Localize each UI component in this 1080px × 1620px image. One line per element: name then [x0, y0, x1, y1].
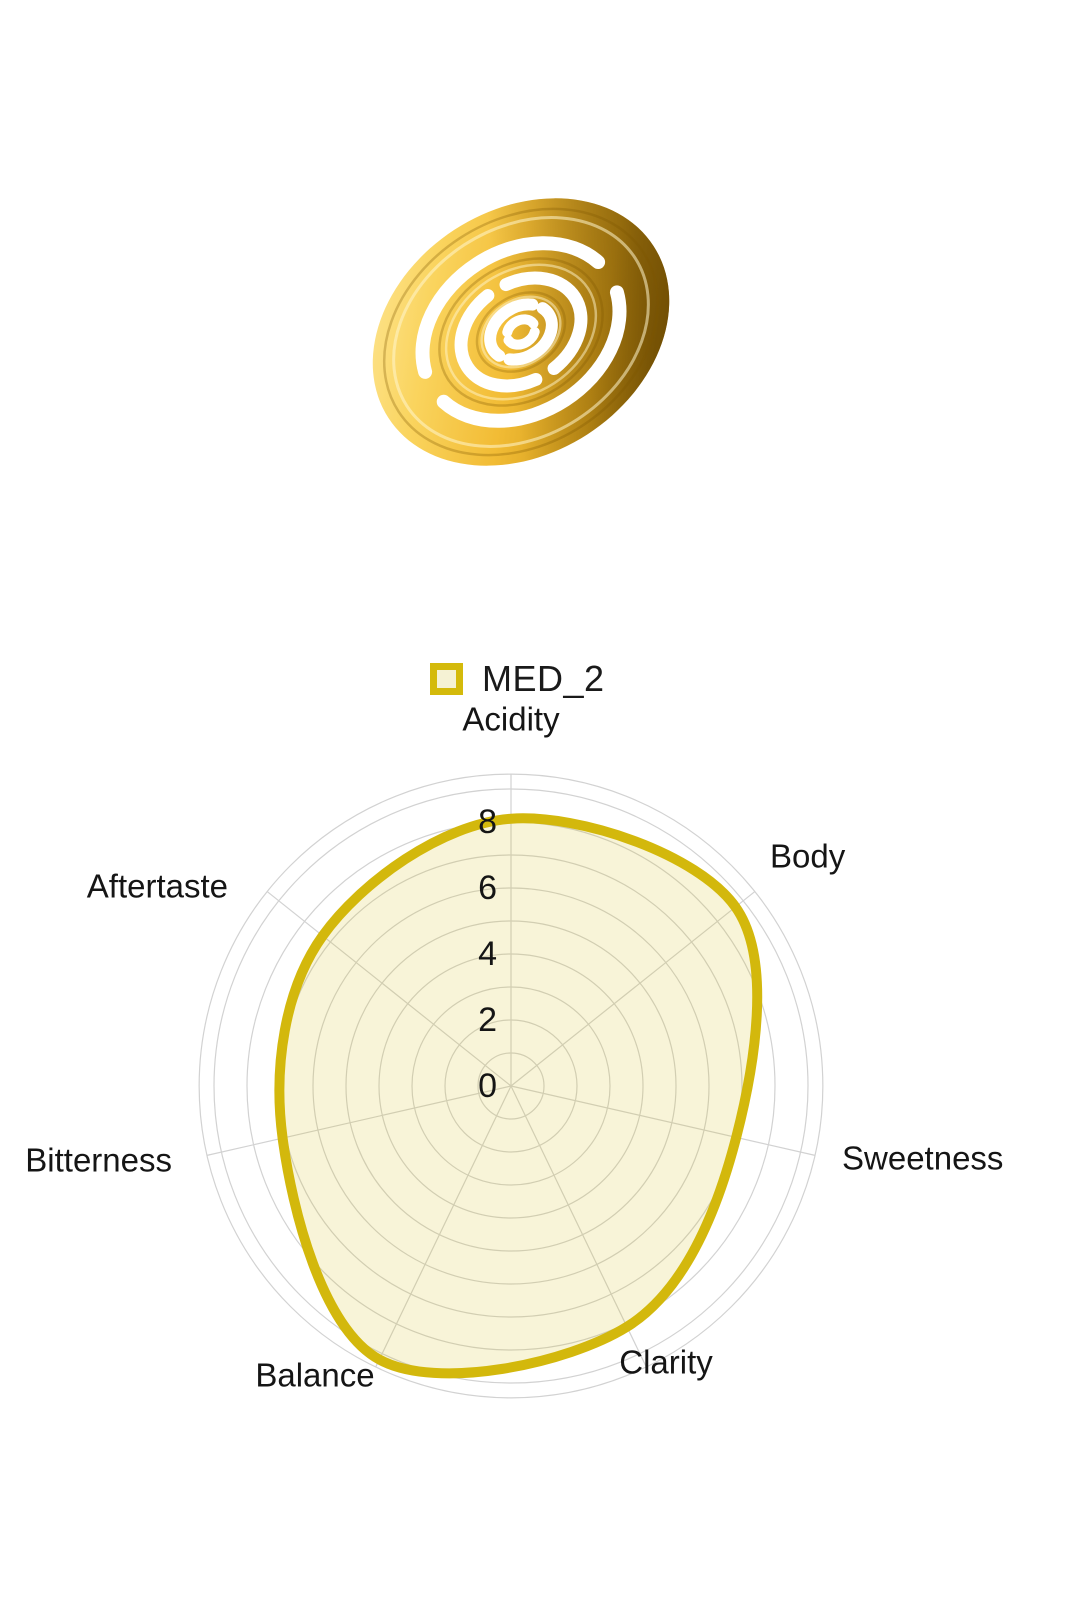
category-label: Aftertaste [87, 868, 228, 905]
category-label: Clarity [619, 1344, 713, 1381]
gold-dispersion-disc-photo [372, 198, 670, 466]
angular-spoke [510, 1085, 816, 1156]
radial-tick-label: 6 [478, 869, 497, 907]
legend-series-label[interactable]: MED_2 [482, 658, 605, 699]
disc-ridge-outer-dark [382, 207, 660, 457]
radial-tick-label: 0 [478, 1067, 497, 1105]
angular-spoke [510, 891, 756, 1087]
series-area [279, 818, 758, 1374]
legend-swatch-icon[interactable] [430, 663, 463, 695]
category-label: Balance [255, 1357, 374, 1394]
angular-spoke [206, 1085, 512, 1156]
chart-legend[interactable]: MED_2 [430, 658, 605, 700]
disc-ridge-mid-light [444, 263, 598, 401]
series-line [274, 813, 763, 1379]
category-label: Acidity [462, 701, 560, 738]
category-label: Body [770, 838, 846, 875]
disc-slot-ring-middle [454, 271, 588, 393]
radial-tick-label: 8 [478, 803, 497, 841]
disc-group [372, 198, 670, 466]
disc-slot-center-eye [501, 314, 541, 350]
angular-spoke [266, 891, 512, 1087]
disc-ridge-inner-light [480, 295, 562, 369]
radial-tick-label: 2 [478, 1001, 497, 1039]
disc-ridge-outer-light [392, 216, 650, 448]
category-label: Sweetness [842, 1140, 1003, 1177]
disc-slot-ring-inner [484, 298, 558, 366]
disc-slot-ring-outer [415, 236, 627, 428]
disc-ridge-inner-dark [475, 291, 567, 373]
category-label: Bitterness [25, 1142, 172, 1179]
angular-spoke [375, 1085, 512, 1368]
disc-ridge-mid-dark [438, 257, 604, 407]
angular-spoke [510, 1085, 647, 1368]
radial-tick-label: 4 [478, 935, 497, 973]
